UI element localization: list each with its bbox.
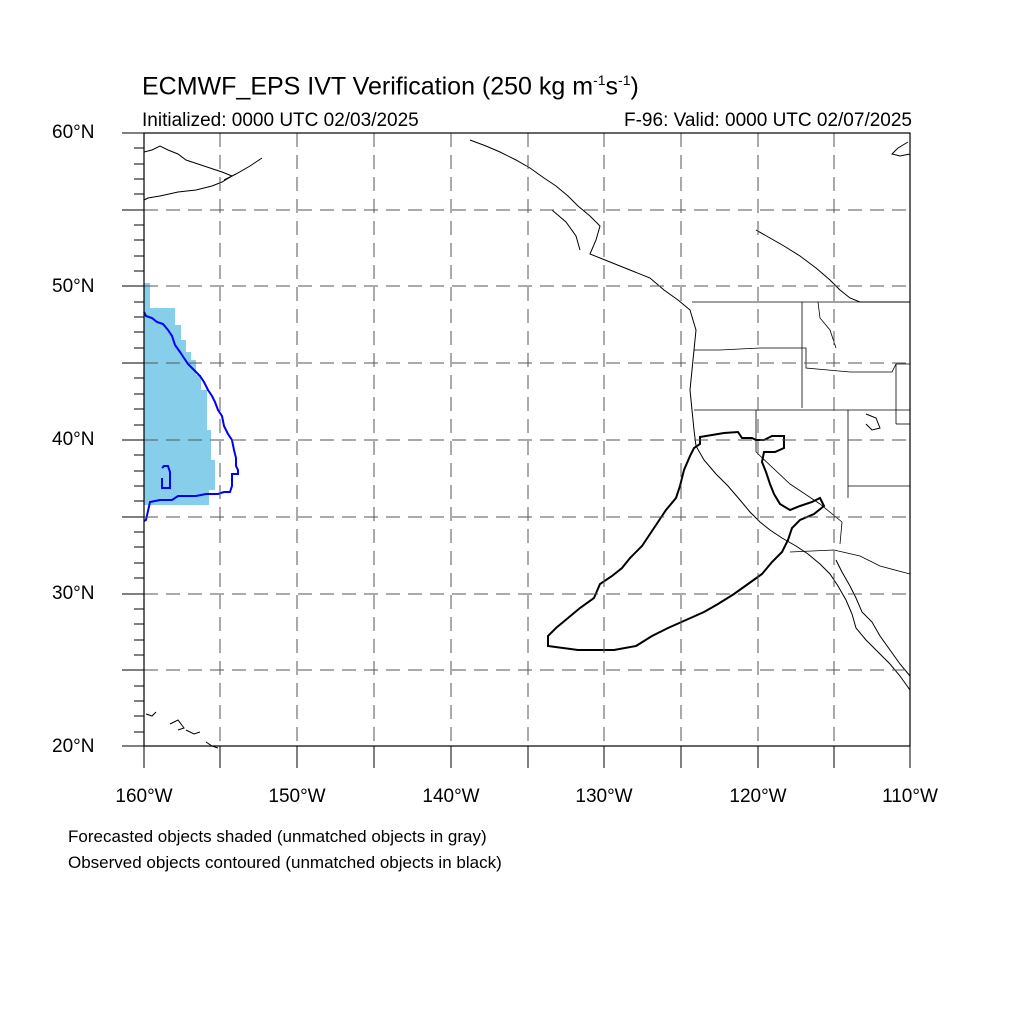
- observed-object-matched-contour: [143, 311, 239, 522]
- lat-label-30: 30°N: [52, 583, 95, 604]
- grid-lines: [144, 133, 910, 746]
- lon-label-140w: 140°W: [422, 786, 480, 807]
- lon-label-120w: 120°W: [729, 786, 787, 807]
- lon-label-130w: 130°W: [575, 786, 633, 807]
- observed-object-unmatched-contour: [547, 430, 826, 651]
- political-borders: [692, 301, 911, 575]
- observed-object-matched-inner-contour: [161, 465, 171, 489]
- legend-observed: Observed objects contoured (unmatched ob…: [68, 853, 502, 872]
- coastlines: [143, 139, 911, 749]
- lat-label-60: 60°N: [52, 122, 95, 143]
- initialized-time: Initialized: 0000 UTC 02/03/2025: [142, 110, 419, 131]
- lat-label-40: 40°N: [52, 429, 95, 450]
- lon-label-160w: 160°W: [115, 786, 173, 807]
- lat-label-50: 50°N: [52, 276, 95, 297]
- lon-label-150w: 150°W: [268, 786, 326, 807]
- chart-title: ECMWF_EPS IVT Verification (250 kg m-1s-…: [142, 72, 639, 101]
- valid-time: F-96: Valid: 0000 UTC 02/07/2025: [624, 110, 912, 131]
- lat-label-20: 20°N: [52, 736, 95, 757]
- axis-ticks: [122, 132, 911, 768]
- forecast-object-shaded: [144, 283, 215, 505]
- lon-label-110w: 110°W: [882, 786, 938, 807]
- legend-forecast: Forecasted objects shaded (unmatched obj…: [68, 827, 487, 846]
